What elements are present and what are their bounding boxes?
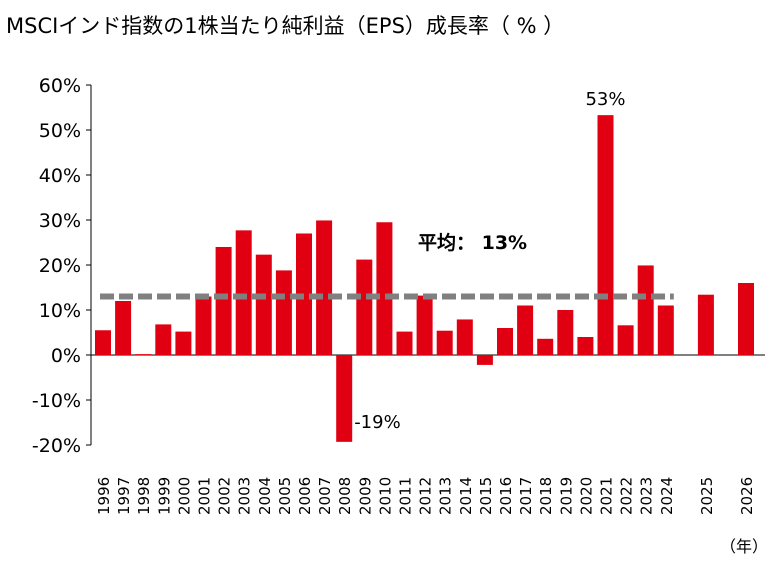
x-tick-label: 2008 <box>336 477 354 515</box>
x-tick-label: 2016 <box>497 477 515 515</box>
x-tick-label: 2020 <box>577 477 595 515</box>
y-tick-label: 40% <box>39 165 81 187</box>
x-tick-label: 2013 <box>437 477 455 515</box>
x-tick-label: 1999 <box>155 477 173 515</box>
x-tick-label: 2000 <box>175 477 193 515</box>
x-tick-label: 2021 <box>598 477 616 515</box>
bar-2018 <box>537 338 554 355</box>
bar-2016 <box>497 328 513 355</box>
bar-2017 <box>517 305 534 355</box>
x-tick-label: 2025 <box>698 477 716 515</box>
bar-2000 <box>175 331 192 355</box>
bar-1998 <box>135 354 152 356</box>
chart-title: MSCIインド指数の1株当たり純利益（EPS）成長率（ % ） <box>6 14 565 38</box>
x-tick-label: 2002 <box>216 477 234 515</box>
y-tick-label: -10% <box>32 390 81 412</box>
bar-2023 <box>637 265 654 355</box>
x-tick-label: 2017 <box>517 477 535 515</box>
annotations: 53% -19% <box>354 89 625 433</box>
x-tick-label: 2014 <box>457 477 475 515</box>
x-tick-label: 2005 <box>276 477 294 515</box>
bar-2014 <box>456 319 473 355</box>
x-tick-label: 2019 <box>557 477 575 515</box>
x-tick-label: 2012 <box>417 477 435 515</box>
bar-2013 <box>436 330 453 355</box>
bar-2026 <box>738 283 754 355</box>
bar-2002 <box>215 247 232 355</box>
bar-2024 <box>657 305 674 355</box>
bar-2003 <box>235 230 252 355</box>
y-tick-label: 50% <box>39 120 81 142</box>
average-label: 平均： 13% <box>418 231 527 254</box>
average-line-group: 平均： 13% <box>100 231 674 300</box>
x-tick-label: 2007 <box>316 477 334 515</box>
x-tick-label: 2010 <box>376 477 394 515</box>
bar-2015 <box>476 355 493 365</box>
y-axis: 60% 50% 40% 30% 20% 10% 0% -10% -20% <box>32 75 765 457</box>
x-tick-label: 2024 <box>658 477 676 515</box>
x-tick-label: 2004 <box>256 477 274 515</box>
annotation-2021: 53% <box>585 89 625 110</box>
x-tick-label: 2011 <box>397 477 415 515</box>
x-tick-label: 2026 <box>738 477 756 515</box>
bar-2011 <box>396 331 413 355</box>
bar-2010 <box>376 222 393 355</box>
bar-1996 <box>95 330 111 355</box>
x-tick-label: 2009 <box>356 477 374 515</box>
x-tick-label: 1996 <box>95 477 113 515</box>
bar-2020 <box>577 337 594 355</box>
bar-2022 <box>617 325 634 355</box>
bars <box>95 115 754 442</box>
bar-2009 <box>356 259 373 355</box>
bar-2025 <box>697 294 714 355</box>
bar-2008 <box>336 355 353 442</box>
bar-2012 <box>416 295 433 355</box>
annotation-2008: -19% <box>354 412 401 433</box>
bar-1999 <box>155 324 172 355</box>
y-tick-label: 30% <box>39 210 81 232</box>
y-tick-label: 60% <box>39 75 81 97</box>
bar-2007 <box>316 220 333 355</box>
x-tick-label: 2022 <box>618 477 636 515</box>
y-tick-label: 20% <box>39 255 81 277</box>
x-tick-label: 2018 <box>537 477 555 515</box>
bar-1997 <box>115 301 132 355</box>
bar-2019 <box>557 310 574 355</box>
x-axis-unit: （年） <box>719 537 768 556</box>
y-tick-label: 10% <box>39 300 81 322</box>
y-tick-label: -20% <box>32 435 81 457</box>
bar-2004 <box>255 254 272 355</box>
x-tick-label: 2023 <box>638 477 656 515</box>
y-tick-label: 0% <box>51 345 81 367</box>
x-axis-labels: 1996 1997 1998 1999 2000 2001 2002 2003 2004 2005… <box>95 477 756 515</box>
bar-2021 <box>597 115 614 356</box>
x-tick-label: 2006 <box>296 477 314 515</box>
x-tick-label: 1997 <box>115 477 133 515</box>
x-tick-label: 2001 <box>196 477 214 515</box>
x-tick-label: 1998 <box>135 477 153 515</box>
bar-2001 <box>195 296 212 355</box>
bar-2005 <box>275 270 292 355</box>
x-tick-label: 2015 <box>477 477 495 515</box>
x-tick-label: 2003 <box>236 477 254 515</box>
